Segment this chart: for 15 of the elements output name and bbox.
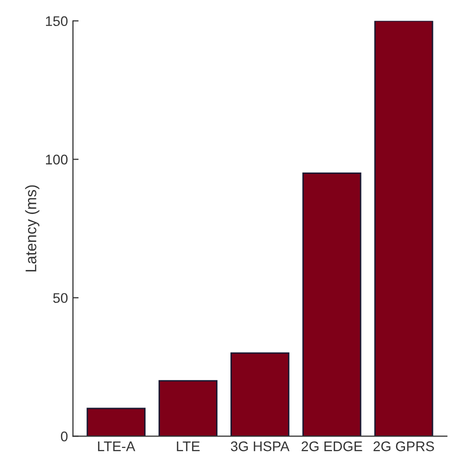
- y-tick-label: 100: [46, 154, 68, 164]
- bar: [302, 172, 362, 436]
- y-tick-label: 150: [46, 16, 68, 26]
- x-tick-label: 2G EDGE: [302, 441, 362, 452]
- x-tick-label: LTE-A: [98, 442, 136, 452]
- y-axis-title: Latency (ms): [25, 185, 40, 272]
- bar: [158, 380, 218, 436]
- bar: [374, 20, 434, 436]
- bar: [230, 352, 290, 436]
- y-tick-label: 0: [60, 431, 68, 442]
- x-tick-label: 3G HSPA: [230, 441, 290, 452]
- bar: [86, 408, 146, 436]
- y-tick-label: 50: [53, 293, 68, 303]
- x-tick-label: 2G GPRS: [374, 441, 434, 452]
- x-tick-label: LTE: [176, 442, 200, 452]
